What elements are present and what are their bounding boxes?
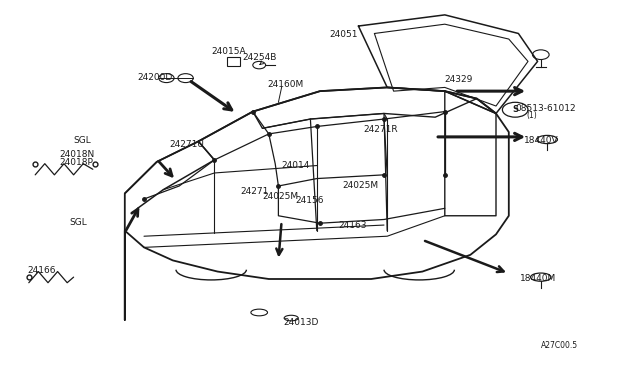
Text: 24271R: 24271R [364, 125, 398, 134]
Text: 24015A: 24015A [211, 47, 246, 56]
Text: 24271: 24271 [240, 187, 268, 196]
Text: SGL: SGL [74, 136, 92, 145]
Text: 18440V: 18440V [524, 136, 558, 145]
Text: 18440M: 18440M [520, 274, 556, 283]
Text: 24160M: 24160M [268, 80, 304, 89]
Text: 24025M: 24025M [342, 181, 378, 190]
Text: 24013D: 24013D [283, 318, 318, 327]
Text: 08513-61012: 08513-61012 [515, 105, 576, 113]
Text: 24018N: 24018N [60, 150, 95, 159]
Text: 24254B: 24254B [242, 53, 276, 62]
Bar [227, 57, 240, 66]
Text: (1): (1) [526, 111, 537, 120]
Text: 24014: 24014 [282, 161, 310, 170]
Text: 24271U: 24271U [170, 140, 204, 149]
Text: 24018P: 24018P [60, 158, 93, 167]
Text: 24156: 24156 [296, 196, 324, 205]
Text: S: S [512, 105, 518, 114]
Text: 24329: 24329 [445, 76, 473, 84]
Text: A27C00.5: A27C00.5 [541, 341, 578, 350]
Text: 24051: 24051 [330, 30, 358, 39]
Text: 24166: 24166 [27, 266, 56, 275]
Text: 24200D: 24200D [138, 73, 173, 82]
Text: 24025M: 24025M [262, 192, 298, 201]
Text: SGL: SGL [69, 218, 87, 227]
Text: 24163: 24163 [338, 221, 367, 230]
